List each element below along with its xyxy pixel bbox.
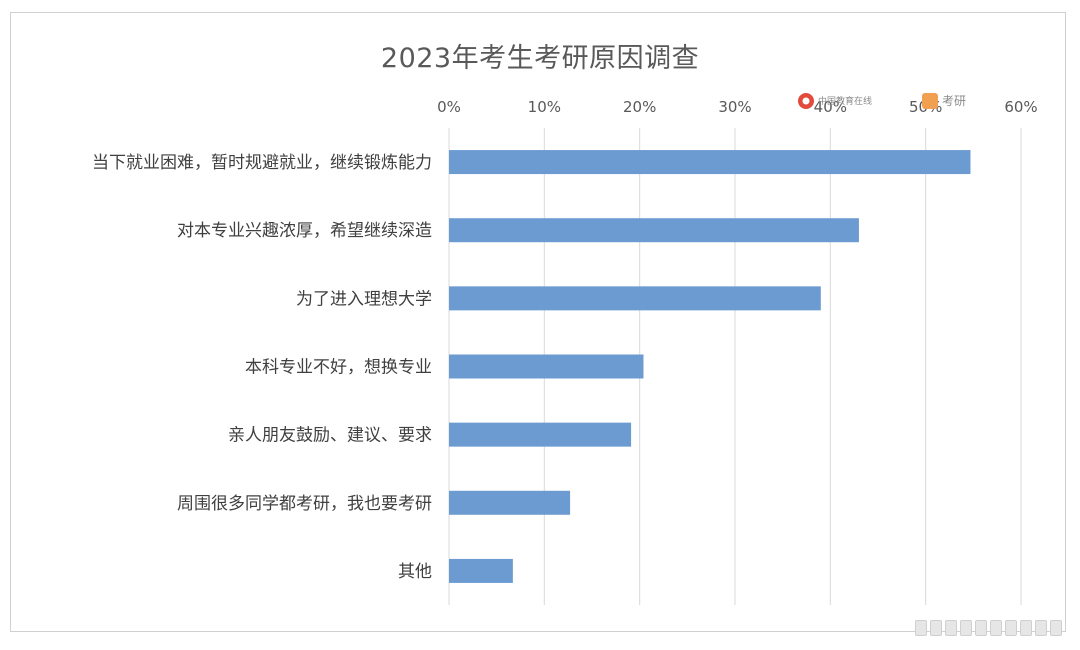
logo-kaoyan-text: 考研 xyxy=(942,94,966,108)
x-tick-label: 30% xyxy=(718,98,751,116)
pager-dot[interactable] xyxy=(990,620,1002,636)
category-label: 对本专业兴趣浓厚，希望继续深造 xyxy=(177,221,432,241)
pager-dot[interactable] xyxy=(930,620,942,636)
pager-dot[interactable] xyxy=(960,620,972,636)
bar xyxy=(449,354,644,379)
pager-dot[interactable] xyxy=(945,620,957,636)
x-tick-label: 10% xyxy=(528,98,561,116)
bar xyxy=(449,558,513,583)
category-label: 周围很多同学都考研，我也要考研 xyxy=(177,494,432,514)
logo-kaoyan: 考研 xyxy=(922,93,966,109)
bar xyxy=(449,218,859,243)
category-labels: 当下就业困难，暂时规避就业，继续锻炼能力对本专业兴趣浓厚，希望继续深造为了进入理… xyxy=(92,153,432,582)
pager-dot[interactable] xyxy=(915,620,927,636)
x-tick-label: 60% xyxy=(1004,98,1037,116)
chart-title: 2023年考生考研原因调查 xyxy=(380,43,700,74)
pager-dot[interactable] xyxy=(975,620,987,636)
x-tick-label: 0% xyxy=(437,98,461,116)
category-label: 其他 xyxy=(398,562,432,582)
bar xyxy=(449,422,632,447)
watermark-logos: 中国教育在线 考研 xyxy=(798,93,966,109)
x-tick-label: 20% xyxy=(623,98,656,116)
category-label: 本科专业不好，想换专业 xyxy=(245,358,432,378)
pager-dot[interactable] xyxy=(1035,620,1047,636)
pager-dot[interactable] xyxy=(1050,620,1062,636)
bars xyxy=(449,150,971,583)
category-label: 亲人朋友鼓励、建议、要求 xyxy=(228,426,432,446)
bar xyxy=(449,150,971,175)
bar xyxy=(449,490,571,515)
category-label: 为了进入理想大学 xyxy=(296,289,432,309)
image-pager[interactable] xyxy=(915,620,1062,636)
chart-frame xyxy=(10,12,1066,632)
x-tick-label: 40% xyxy=(814,98,847,116)
pager-dot[interactable] xyxy=(1020,620,1032,636)
bar xyxy=(449,286,821,311)
logo-eol-text: 中国教育在线 xyxy=(818,95,872,107)
logo-eol: 中国教育在线 xyxy=(798,93,872,109)
pager-dot[interactable] xyxy=(1005,620,1017,636)
category-label: 当下就业困难，暂时规避就业，继续锻炼能力 xyxy=(92,153,432,173)
